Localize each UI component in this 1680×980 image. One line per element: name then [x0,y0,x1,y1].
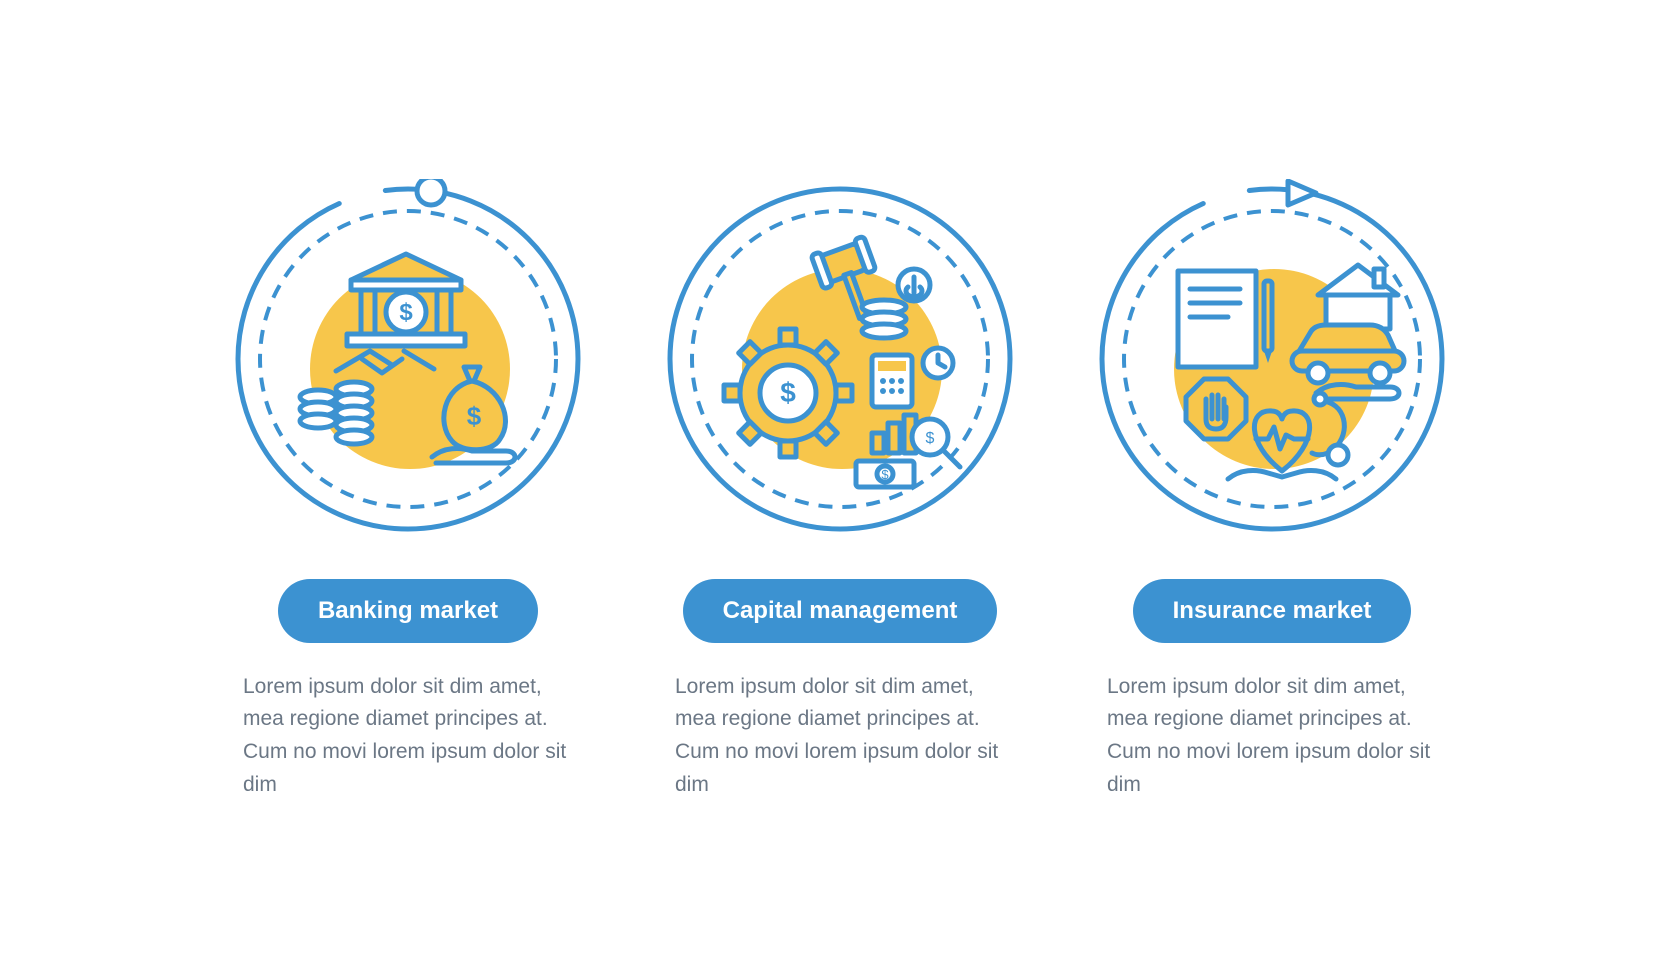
svg-text:$: $ [467,401,482,431]
title-pill-capital: Capital management [683,579,998,643]
body-text-banking: Lorem ipsum dolor sit dim amet, mea regi… [243,671,573,801]
panel-capital: $ [640,179,1040,801]
title-pill-insurance: Insurance market [1133,579,1412,643]
svg-text:$: $ [926,430,935,447]
body-text-capital: Lorem ipsum dolor sit dim amet, mea regi… [675,671,1005,801]
ring-banking: $ [228,179,588,539]
ring-insurance [1092,179,1452,539]
svg-text:$: $ [780,377,796,408]
body-text-insurance: Lorem ipsum dolor sit dim amet, mea regi… [1107,671,1437,801]
title-pill-banking: Banking market [278,579,538,643]
ring-capital: $ [660,179,1020,539]
svg-text:$: $ [399,299,413,326]
panel-insurance: Insurance market Lorem ipsum dolor sit d… [1072,179,1472,801]
svg-text:$: $ [881,467,889,482]
panel-banking: $ [208,179,608,801]
infographic-row: $ [208,179,1472,801]
